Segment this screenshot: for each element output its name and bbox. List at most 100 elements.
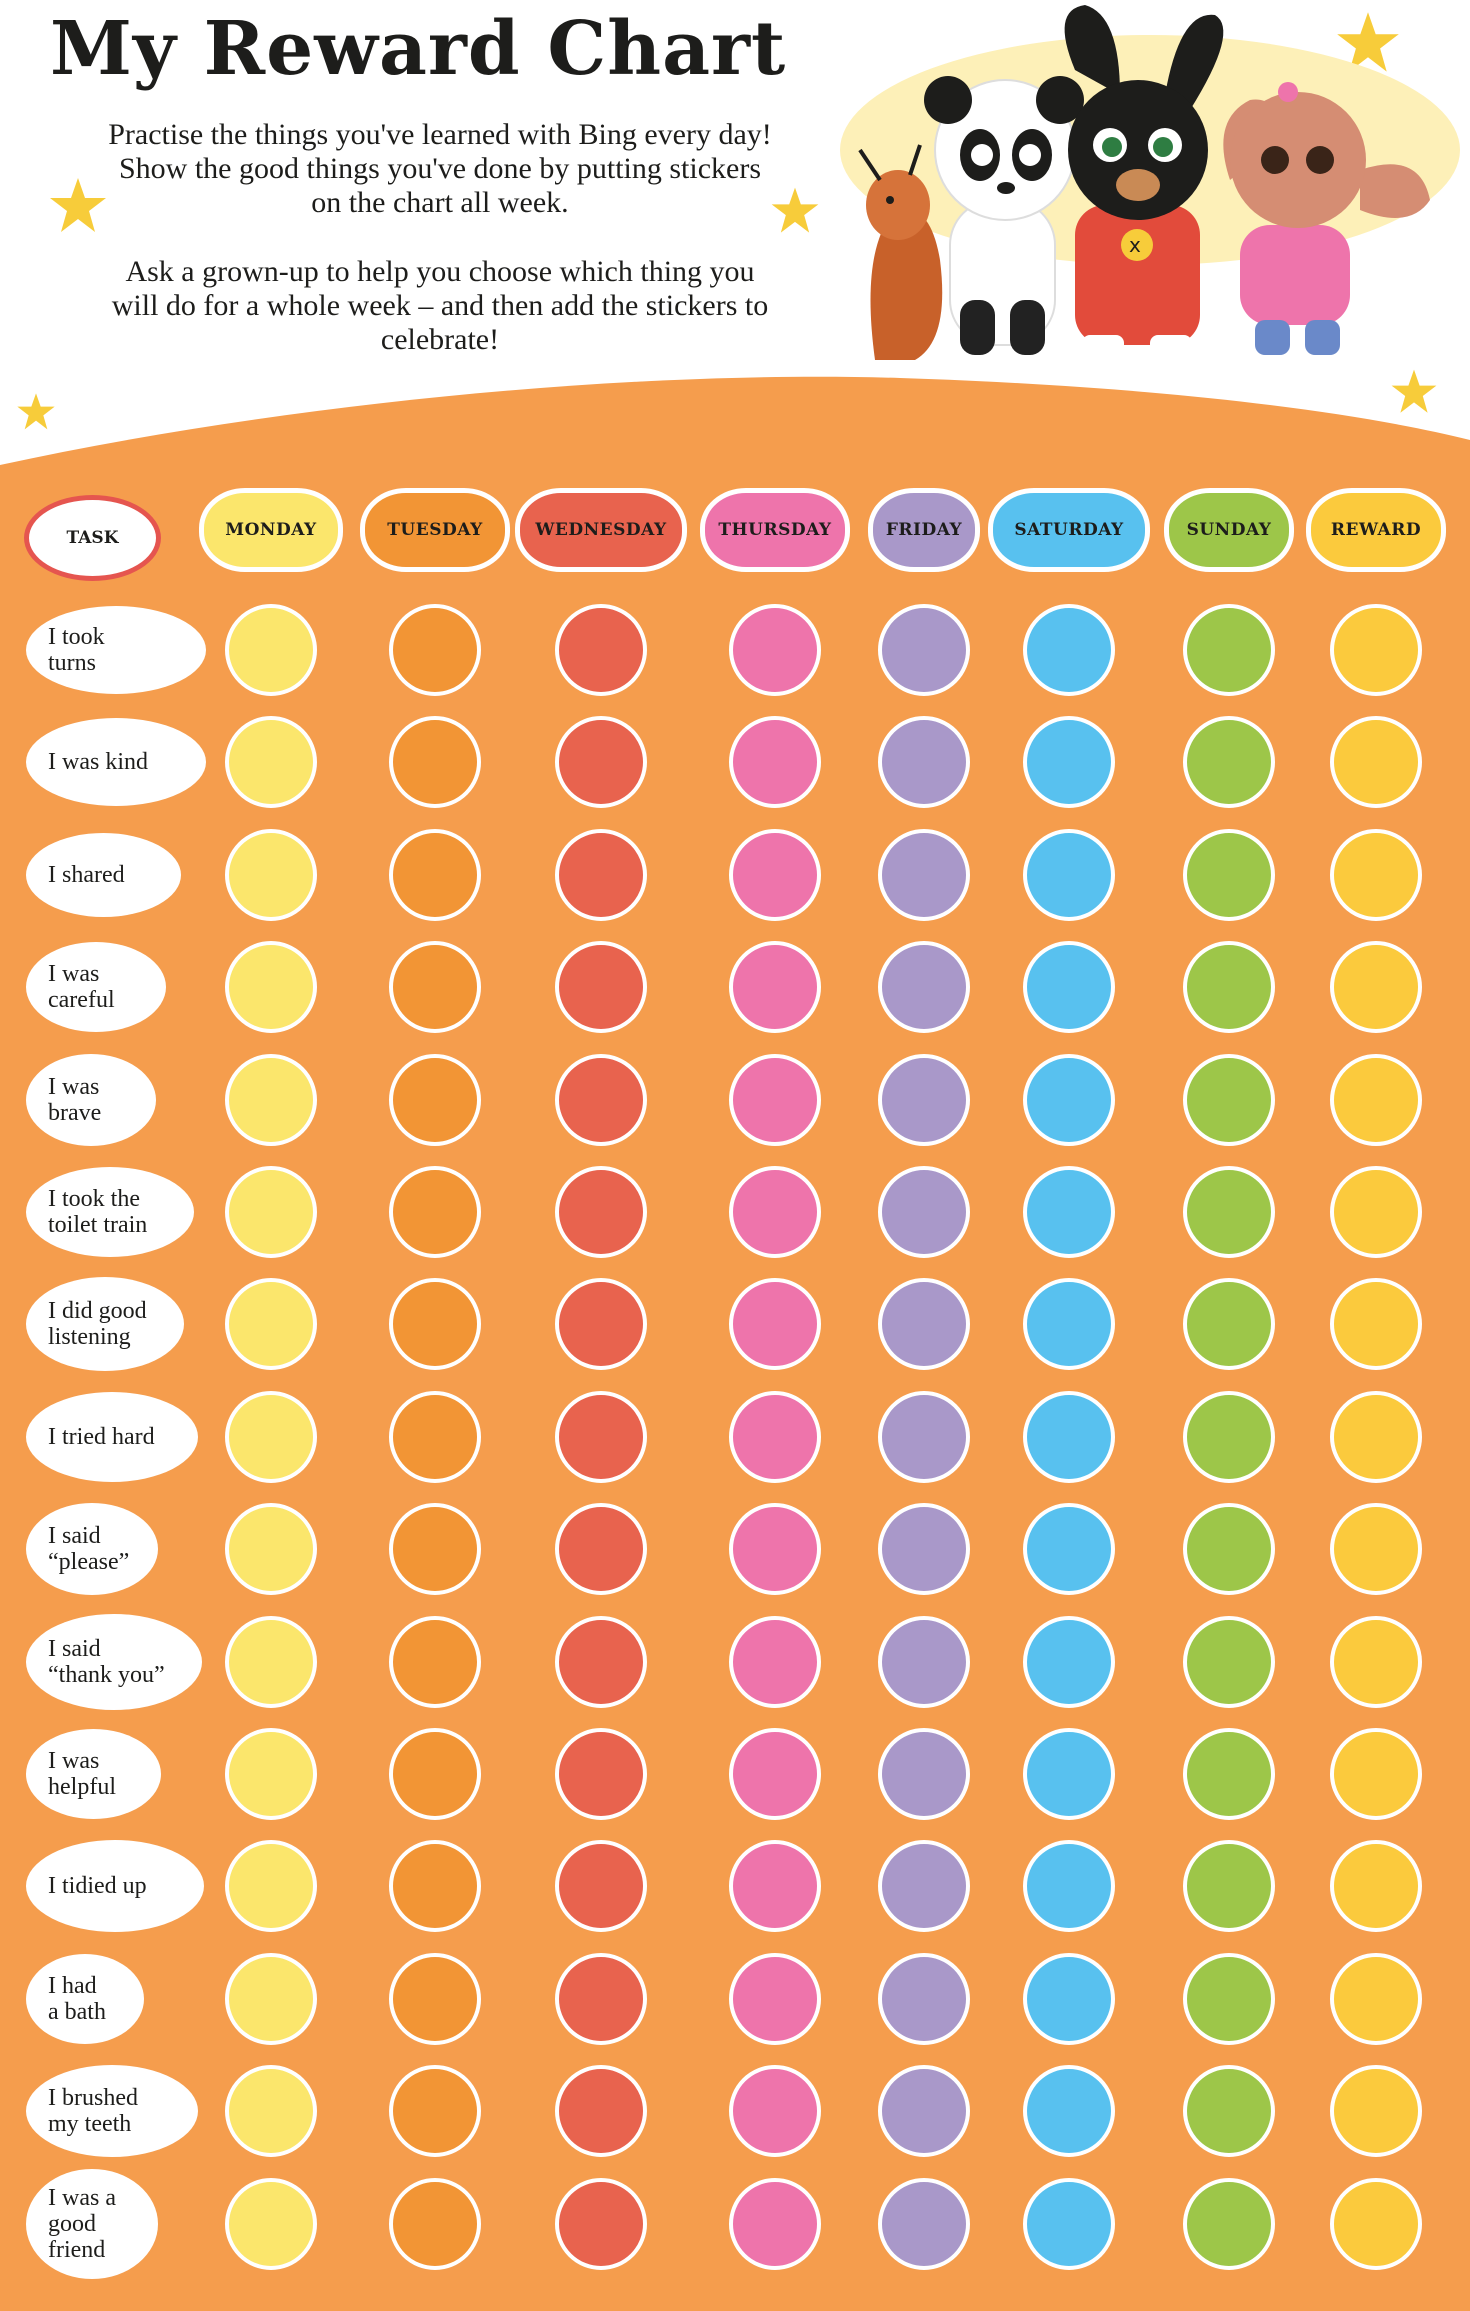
- sticker-spot-wednesday[interactable]: [555, 1728, 647, 1820]
- sticker-spot-wednesday[interactable]: [555, 1278, 647, 1371]
- sticker-spot-friday[interactable]: [878, 1503, 970, 1596]
- sticker-spot-reward[interactable]: [1330, 1840, 1422, 1933]
- sticker-spot-reward[interactable]: [1330, 1166, 1422, 1258]
- sticker-spot-sunday[interactable]: [1183, 1615, 1275, 1708]
- sticker-spot-monday[interactable]: [225, 2177, 317, 2270]
- sticker-spot-monday[interactable]: [225, 1615, 317, 1708]
- sticker-spot-wednesday[interactable]: [555, 1840, 647, 1933]
- sticker-spot-sunday[interactable]: [1183, 1053, 1275, 1146]
- sticker-spot-saturday[interactable]: [1023, 1728, 1115, 1820]
- sticker-spot-wednesday[interactable]: [555, 941, 647, 1034]
- sticker-spot-monday[interactable]: [225, 1053, 317, 1146]
- sticker-spot-monday[interactable]: [225, 716, 317, 809]
- sticker-spot-monday[interactable]: [225, 941, 317, 1034]
- sticker-spot-sunday[interactable]: [1183, 1952, 1275, 2045]
- sticker-spot-tuesday[interactable]: [389, 716, 481, 809]
- sticker-spot-reward[interactable]: [1330, 1503, 1422, 1596]
- sticker-spot-thursday[interactable]: [729, 828, 821, 921]
- sticker-spot-thursday[interactable]: [729, 1615, 821, 1708]
- sticker-spot-reward[interactable]: [1330, 828, 1422, 921]
- sticker-spot-tuesday[interactable]: [389, 941, 481, 1034]
- sticker-spot-wednesday[interactable]: [555, 1503, 647, 1596]
- sticker-spot-thursday[interactable]: [729, 1952, 821, 2045]
- sticker-spot-monday[interactable]: [225, 1278, 317, 1371]
- sticker-spot-reward[interactable]: [1330, 941, 1422, 1034]
- sticker-spot-monday[interactable]: [225, 1166, 317, 1258]
- sticker-spot-saturday[interactable]: [1023, 604, 1115, 696]
- sticker-spot-sunday[interactable]: [1183, 1840, 1275, 1933]
- sticker-spot-tuesday[interactable]: [389, 1390, 481, 1483]
- sticker-spot-monday[interactable]: [225, 2065, 317, 2158]
- sticker-spot-sunday[interactable]: [1183, 2177, 1275, 2270]
- sticker-spot-tuesday[interactable]: [389, 1166, 481, 1258]
- sticker-spot-saturday[interactable]: [1023, 1503, 1115, 1596]
- sticker-spot-wednesday[interactable]: [555, 1952, 647, 2045]
- sticker-spot-monday[interactable]: [225, 1840, 317, 1933]
- sticker-spot-friday[interactable]: [878, 604, 970, 696]
- sticker-spot-reward[interactable]: [1330, 2177, 1422, 2270]
- sticker-spot-wednesday[interactable]: [555, 604, 647, 696]
- sticker-spot-wednesday[interactable]: [555, 716, 647, 809]
- sticker-spot-reward[interactable]: [1330, 2065, 1422, 2158]
- sticker-spot-saturday[interactable]: [1023, 1053, 1115, 1146]
- sticker-spot-reward[interactable]: [1330, 1278, 1422, 1371]
- sticker-spot-reward[interactable]: [1330, 1390, 1422, 1483]
- sticker-spot-monday[interactable]: [225, 1728, 317, 1820]
- sticker-spot-saturday[interactable]: [1023, 1390, 1115, 1483]
- sticker-spot-reward[interactable]: [1330, 1728, 1422, 1820]
- sticker-spot-friday[interactable]: [878, 1952, 970, 2045]
- sticker-spot-tuesday[interactable]: [389, 1840, 481, 1933]
- sticker-spot-friday[interactable]: [878, 1166, 970, 1258]
- sticker-spot-friday[interactable]: [878, 1053, 970, 1146]
- sticker-spot-saturday[interactable]: [1023, 2065, 1115, 2158]
- sticker-spot-friday[interactable]: [878, 1615, 970, 1708]
- sticker-spot-saturday[interactable]: [1023, 1952, 1115, 2045]
- sticker-spot-wednesday[interactable]: [555, 2065, 647, 2158]
- sticker-spot-thursday[interactable]: [729, 716, 821, 809]
- sticker-spot-reward[interactable]: [1330, 1615, 1422, 1708]
- sticker-spot-sunday[interactable]: [1183, 1166, 1275, 1258]
- sticker-spot-monday[interactable]: [225, 604, 317, 696]
- sticker-spot-tuesday[interactable]: [389, 1053, 481, 1146]
- sticker-spot-wednesday[interactable]: [555, 2177, 647, 2270]
- sticker-spot-thursday[interactable]: [729, 941, 821, 1034]
- sticker-spot-thursday[interactable]: [729, 1840, 821, 1933]
- sticker-spot-sunday[interactable]: [1183, 828, 1275, 921]
- sticker-spot-thursday[interactable]: [729, 1503, 821, 1596]
- sticker-spot-wednesday[interactable]: [555, 1166, 647, 1258]
- sticker-spot-friday[interactable]: [878, 1278, 970, 1371]
- sticker-spot-thursday[interactable]: [729, 1053, 821, 1146]
- sticker-spot-friday[interactable]: [878, 1840, 970, 1933]
- sticker-spot-sunday[interactable]: [1183, 1390, 1275, 1483]
- sticker-spot-friday[interactable]: [878, 1390, 970, 1483]
- sticker-spot-tuesday[interactable]: [389, 828, 481, 921]
- sticker-spot-friday[interactable]: [878, 828, 970, 921]
- sticker-spot-sunday[interactable]: [1183, 1278, 1275, 1371]
- sticker-spot-saturday[interactable]: [1023, 941, 1115, 1034]
- sticker-spot-saturday[interactable]: [1023, 828, 1115, 921]
- sticker-spot-sunday[interactable]: [1183, 2065, 1275, 2158]
- sticker-spot-sunday[interactable]: [1183, 716, 1275, 809]
- sticker-spot-thursday[interactable]: [729, 2177, 821, 2270]
- sticker-spot-wednesday[interactable]: [555, 1053, 647, 1146]
- sticker-spot-tuesday[interactable]: [389, 1503, 481, 1596]
- sticker-spot-thursday[interactable]: [729, 604, 821, 696]
- sticker-spot-tuesday[interactable]: [389, 1728, 481, 1820]
- sticker-spot-sunday[interactable]: [1183, 604, 1275, 696]
- sticker-spot-monday[interactable]: [225, 1503, 317, 1596]
- sticker-spot-saturday[interactable]: [1023, 716, 1115, 809]
- sticker-spot-friday[interactable]: [878, 716, 970, 809]
- sticker-spot-saturday[interactable]: [1023, 2177, 1115, 2270]
- sticker-spot-friday[interactable]: [878, 941, 970, 1034]
- sticker-spot-reward[interactable]: [1330, 1952, 1422, 2045]
- sticker-spot-tuesday[interactable]: [389, 2065, 481, 2158]
- sticker-spot-thursday[interactable]: [729, 1166, 821, 1258]
- sticker-spot-friday[interactable]: [878, 2065, 970, 2158]
- sticker-spot-thursday[interactable]: [729, 1390, 821, 1483]
- sticker-spot-wednesday[interactable]: [555, 1390, 647, 1483]
- sticker-spot-thursday[interactable]: [729, 1278, 821, 1371]
- sticker-spot-wednesday[interactable]: [555, 828, 647, 921]
- sticker-spot-monday[interactable]: [225, 1952, 317, 2045]
- sticker-spot-thursday[interactable]: [729, 2065, 821, 2158]
- sticker-spot-tuesday[interactable]: [389, 1278, 481, 1371]
